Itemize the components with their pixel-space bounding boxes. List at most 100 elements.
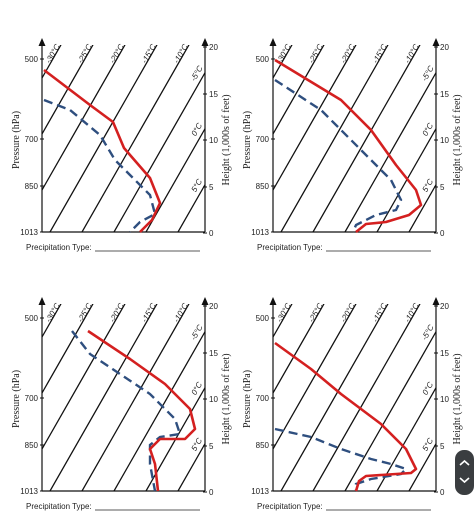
frame (41, 40, 206, 233)
pressure-label: 700 (256, 394, 270, 403)
isotherm-label: -30°C (44, 42, 62, 64)
isotherm-label: -15°C (140, 42, 158, 64)
frame (41, 299, 206, 492)
isotherm-label: -25°C (307, 42, 325, 64)
height-label: 10 (440, 136, 449, 145)
isotherm (408, 442, 436, 491)
isotherm (15, 40, 135, 250)
pressure-label: 850 (256, 182, 270, 191)
temperature-profile (274, 58, 423, 234)
caption: Precipitation Type: (257, 243, 323, 252)
isotherm (111, 299, 231, 509)
caption: Precipitation Type: (257, 502, 323, 511)
isotherm (113, 330, 205, 491)
isotherm (408, 183, 436, 232)
isotherm (273, 45, 325, 136)
height-label: 15 (209, 349, 218, 358)
height-label: 0 (440, 229, 445, 238)
caption: Precipitation Type: (26, 502, 92, 511)
pressure-label: 1013 (251, 487, 269, 496)
dewpoint-profile (274, 427, 409, 491)
isotherm (312, 304, 421, 491)
pressure-title: Pressure (hPa) (242, 370, 253, 428)
height-label: 20 (209, 43, 218, 52)
height-label: 10 (209, 395, 218, 404)
isotherm (79, 299, 199, 509)
isotherms (42, 45, 205, 232)
height-label: 15 (440, 349, 449, 358)
isotherm-label: -5°C (189, 323, 205, 342)
caption: Precipitation Type: (26, 243, 92, 252)
isotherm (79, 40, 199, 250)
isotherm (280, 304, 389, 491)
dewpoint-profile (43, 98, 157, 233)
height-title: Height (1,000s of feet) (452, 353, 463, 444)
isotherm (81, 304, 190, 491)
isotherm-label: -30°C (275, 301, 293, 323)
height-label: 0 (209, 229, 214, 238)
isotherm (42, 45, 94, 136)
pressure-label: 500 (256, 314, 270, 323)
isotherm (42, 304, 126, 451)
height-label: 5 (440, 442, 445, 451)
dewpoint-profile (274, 78, 403, 233)
pressure-label: 1013 (251, 228, 269, 237)
frame (272, 40, 437, 233)
isotherm (376, 127, 436, 232)
isotherm (273, 45, 293, 80)
isotherm-label: -20°C (339, 301, 357, 323)
isotherm (42, 45, 126, 192)
isotherm-label: -10°C (403, 42, 421, 64)
isotherms (15, 40, 436, 250)
isotherm-label: -5°C (420, 323, 436, 342)
isotherm (344, 71, 436, 232)
isotherm-label: -15°C (371, 301, 389, 323)
height-label: 15 (440, 90, 449, 99)
isotherm-label: -25°C (307, 301, 325, 323)
isotherm (42, 45, 62, 80)
skew-t-panel: -30°C -25°C -20°C -15°C -10°C-5°C0°C5°C50070… (15, 38, 463, 252)
isotherm (49, 304, 158, 491)
isotherm (49, 45, 158, 232)
height-label: 0 (209, 488, 214, 497)
isotherm (177, 183, 205, 232)
pressure-title: Pressure (hPa) (11, 111, 22, 169)
isotherm-label: -15°C (371, 42, 389, 64)
height-label: 0 (440, 488, 445, 497)
pressure-label: 850 (256, 441, 270, 450)
height-title: Height (1,000s of feet) (221, 353, 232, 444)
pressure-label: 850 (25, 441, 39, 450)
dewpoint-profile (71, 330, 182, 492)
isotherm (273, 45, 357, 192)
height-label: 20 (440, 302, 449, 311)
isotherm (177, 442, 205, 491)
pressure-label: 700 (25, 394, 39, 403)
isotherm-label: -5°C (420, 64, 436, 83)
scroll-widget[interactable] (455, 450, 474, 495)
isotherm (113, 71, 205, 232)
isotherm-label: -10°C (403, 301, 421, 323)
isotherm-label: -25°C (76, 42, 94, 64)
isotherm (111, 40, 231, 250)
pressure-label: 700 (256, 135, 270, 144)
temperature-profile (274, 341, 418, 492)
height-label: 20 (440, 43, 449, 52)
isotherm (81, 45, 190, 232)
pressure-title: Pressure (hPa) (242, 111, 253, 169)
height-title: Height (1,000s of feet) (221, 94, 232, 185)
pressure-label: 1013 (20, 487, 38, 496)
isotherm-label: -15°C (140, 301, 158, 323)
isotherm (280, 45, 389, 232)
frame (272, 299, 437, 492)
height-title: Height (1,000s of feet) (452, 94, 463, 185)
pressure-label: 1013 (20, 228, 38, 237)
isotherm (15, 299, 135, 509)
height-label: 10 (440, 395, 449, 404)
temperature-profile (43, 68, 162, 233)
isotherm-label: -5°C (189, 64, 205, 83)
temperature-profile (87, 329, 197, 492)
pressure-label: 500 (256, 55, 270, 64)
height-label: 10 (209, 136, 218, 145)
height-label: 5 (440, 183, 445, 192)
